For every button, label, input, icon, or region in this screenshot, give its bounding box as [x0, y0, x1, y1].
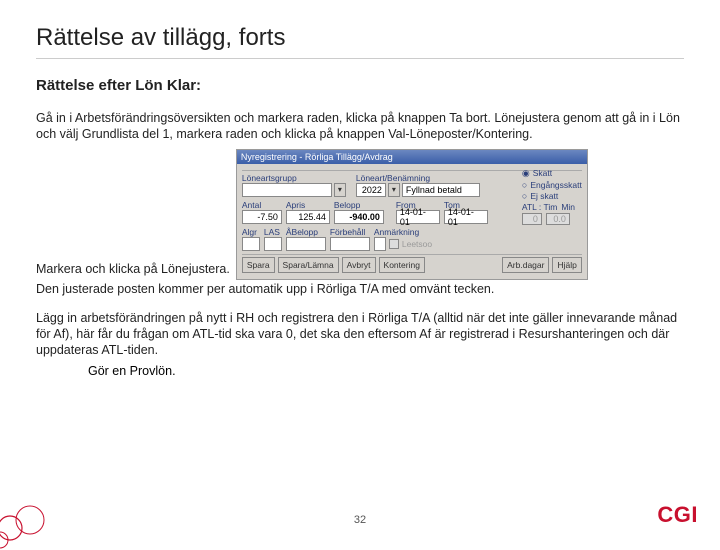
label-leetsoo: Leetsoo: [402, 239, 432, 249]
input-tom[interactable]: 14-01-01: [444, 210, 488, 224]
input-algr[interactable]: [242, 237, 260, 251]
input-loneart[interactable]: 2022: [356, 183, 386, 197]
label-antal: Antal: [242, 200, 282, 210]
label-atl-tim: ATL : Tim: [522, 202, 557, 212]
checkbox-leetsoo[interactable]: [389, 239, 399, 249]
embedded-screenshot: Nyregistrering - Rörliga Tillägg/Avdrag …: [236, 149, 588, 280]
avbryt-button[interactable]: Avbryt: [342, 257, 376, 273]
label-apris: Apris: [286, 200, 330, 210]
input-loneartsgrupp[interactable]: [242, 183, 332, 197]
label-abelopp: ÅBelopp: [286, 227, 326, 237]
input-anmark[interactable]: [374, 237, 386, 251]
label-engangs: Engångsskatt: [530, 180, 582, 190]
label-anmark: Anmärkning: [374, 227, 432, 237]
input-atl-tim[interactable]: 0: [522, 213, 542, 225]
subtitle: Rättelse efter Lön Klar:: [36, 77, 684, 94]
radio-engangs[interactable]: ○: [522, 180, 527, 190]
label-loneartsgrupp: Löneartsgrupp: [242, 173, 346, 183]
caption-2: Den justerade posten kommer per automati…: [36, 282, 684, 296]
right-options: ◉Skatt ○Engångsskatt ○Ej skatt ATL : Tim…: [522, 168, 582, 225]
arbdagar-button[interactable]: Arb.dagar: [502, 257, 549, 273]
caption-1: Markera och klicka på Lönejustera.: [36, 262, 230, 276]
spara-button[interactable]: Spara: [242, 257, 275, 273]
label-belopp: Belopp: [334, 200, 384, 210]
paragraph-1: Gå in i Arbetsförändringsöversikten och …: [36, 110, 684, 143]
label-las: LAS: [264, 227, 282, 237]
input-abelopp[interactable]: [286, 237, 326, 251]
decorative-dots: [0, 470, 70, 550]
input-loneart-name[interactable]: Fyllnad betald: [402, 183, 480, 197]
input-forbehall[interactable]: [330, 237, 370, 251]
radio-ejskatt[interactable]: ○: [522, 191, 527, 201]
label-atl-min: Min: [561, 202, 575, 212]
input-from[interactable]: 14-01-01: [396, 210, 440, 224]
input-belopp[interactable]: -940.00: [334, 210, 384, 224]
hjalp-button[interactable]: Hjälp: [552, 257, 581, 273]
paragraph-indent: Gör en Provlön.: [88, 364, 684, 378]
dropdown-icon[interactable]: ▾: [334, 183, 346, 197]
input-apris[interactable]: 125.44: [286, 210, 330, 224]
label-loneart: Löneart/Benämning: [356, 173, 480, 183]
input-las[interactable]: [264, 237, 282, 251]
input-atl-min[interactable]: 0.0: [546, 213, 570, 225]
cgi-logo: CGI: [657, 502, 698, 528]
window-title: Nyregistrering - Rörliga Tillägg/Avdrag: [237, 150, 587, 164]
dropdown-icon[interactable]: ▾: [388, 183, 400, 197]
page-number: 32: [354, 514, 366, 526]
paragraph-3: Lägg in arbetsförändringen på nytt i RH …: [36, 310, 684, 359]
spara-lamna-button[interactable]: Spara/Lämna: [278, 257, 339, 273]
label-forbehall: Förbehåll: [330, 227, 370, 237]
kontering-button[interactable]: Kontering: [379, 257, 425, 273]
radio-skatt[interactable]: ◉: [522, 168, 530, 179]
input-antal[interactable]: -7.50: [242, 210, 282, 224]
page-title: Rättelse av tillägg, forts: [36, 24, 684, 59]
label-ejskatt: Ej skatt: [530, 191, 558, 201]
label-skatt: Skatt: [533, 168, 552, 178]
label-algr: Algr: [242, 227, 260, 237]
